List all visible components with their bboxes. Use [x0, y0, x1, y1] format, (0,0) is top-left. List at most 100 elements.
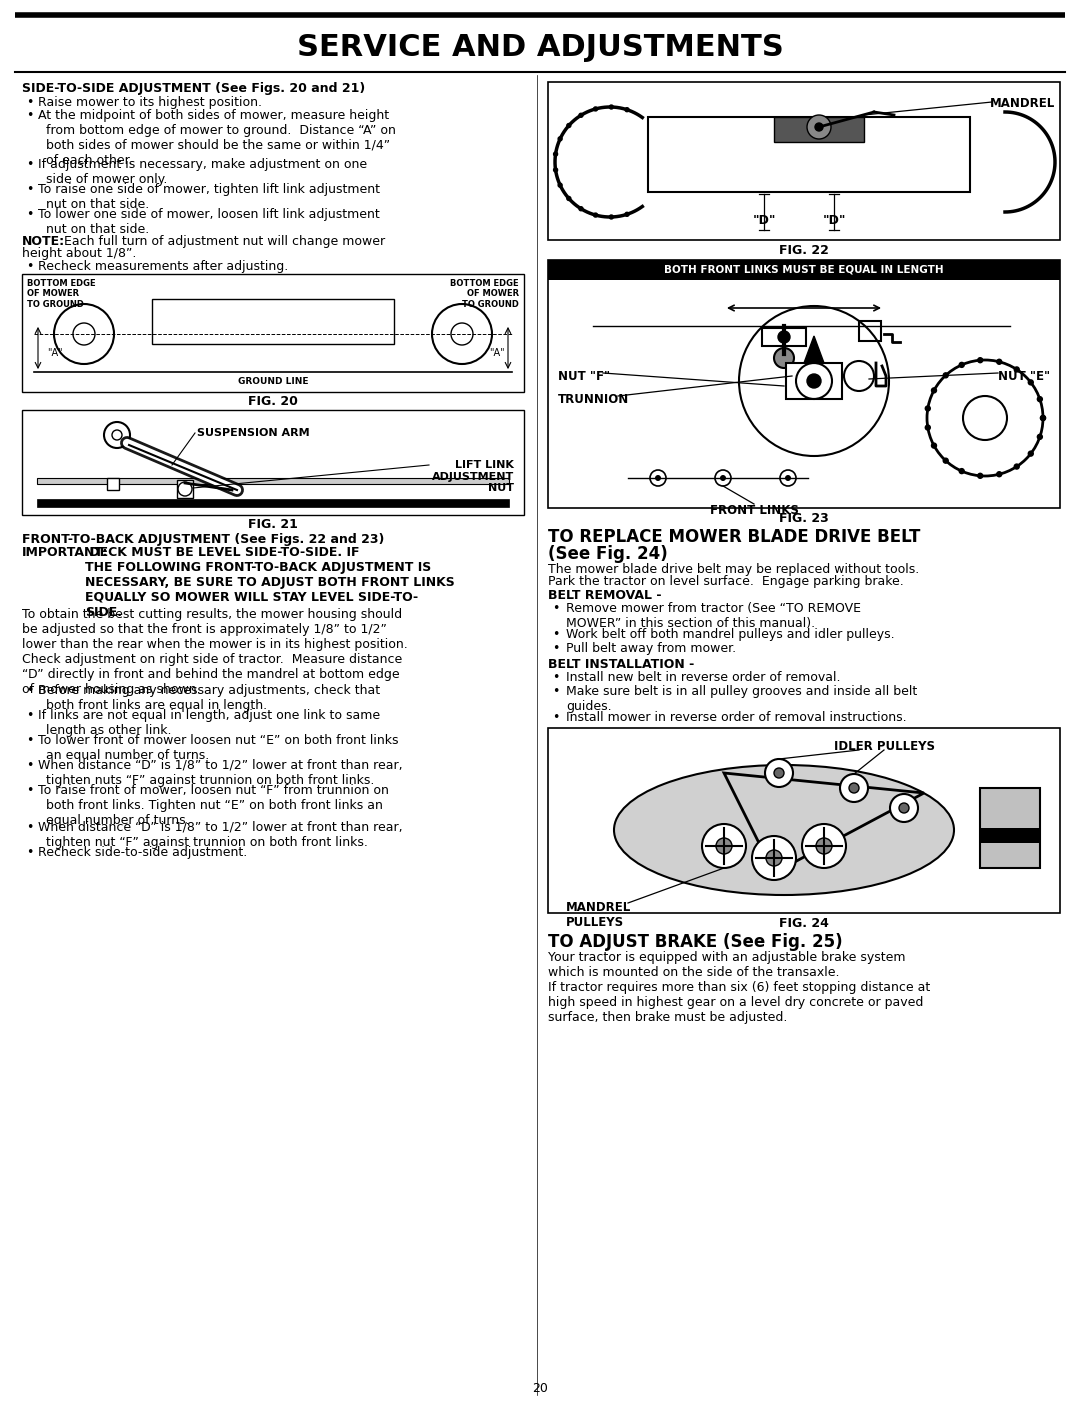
Text: To lower front of mower loosen nut “E” on both front links
  an equal number of : To lower front of mower loosen nut “E” o… [38, 735, 399, 763]
Text: To raise front of mower, loosen nut “F” from trunnion on
  both front links. Tig: To raise front of mower, loosen nut “F” … [38, 784, 389, 827]
Text: Install mower in reverse order of removal instructions.: Install mower in reverse order of remova… [566, 711, 906, 723]
Text: The mower blade drive belt may be replaced without tools.: The mower blade drive belt may be replac… [548, 564, 919, 576]
Circle shape [579, 206, 583, 210]
Text: BELT INSTALLATION -: BELT INSTALLATION - [548, 658, 694, 672]
Text: TRUNNION: TRUNNION [558, 393, 630, 407]
Circle shape [977, 358, 983, 363]
Text: FIG. 20: FIG. 20 [248, 395, 298, 408]
Text: To lower one side of mower, loosen lift link adjustment
  nut on that side.: To lower one side of mower, loosen lift … [38, 207, 380, 236]
Bar [980, 788, 1040, 868]
Text: FIG. 23: FIG. 23 [779, 512, 828, 524]
Text: FRONT-TO-BACK ADJUSTMENT (See Figs. 22 and 23): FRONT-TO-BACK ADJUSTMENT (See Figs. 22 a… [22, 533, 384, 545]
Bar [548, 259, 1059, 508]
Text: "A": "A" [48, 348, 63, 358]
Bar [786, 363, 842, 400]
Text: DECK MUST BE LEVEL SIDE-TO-SIDE. IF
THE FOLLOWING FRONT-TO-BACK ADJUSTMENT IS
NE: DECK MUST BE LEVEL SIDE-TO-SIDE. IF THE … [85, 545, 455, 620]
Circle shape [997, 471, 1002, 477]
Text: Make sure belt is in all pulley grooves and inside all belt
guides.: Make sure belt is in all pulley grooves … [566, 686, 917, 714]
Bar [859, 321, 881, 341]
Circle shape [943, 373, 948, 377]
Circle shape [926, 407, 930, 411]
Bar [177, 479, 193, 498]
Text: •: • [552, 672, 559, 684]
Text: •: • [26, 207, 33, 222]
Circle shape [567, 123, 571, 128]
Text: Park the tractor on level surface.  Engage parking brake.: Park the tractor on level surface. Engag… [548, 575, 904, 587]
Text: Pull belt away from mower.: Pull belt away from mower. [566, 642, 737, 655]
Bar [548, 728, 1059, 913]
Circle shape [594, 107, 597, 111]
Text: (See Fig. 24): (See Fig. 24) [548, 545, 667, 564]
Circle shape [594, 213, 597, 217]
Bar [37, 499, 509, 508]
Circle shape [554, 168, 557, 172]
Text: 20: 20 [532, 1381, 548, 1395]
Text: BOTTOM EDGE
OF MOWER
TO GROUND: BOTTOM EDGE OF MOWER TO GROUND [450, 279, 519, 308]
Text: FIG. 24: FIG. 24 [779, 917, 829, 930]
Circle shape [890, 794, 918, 822]
Circle shape [558, 137, 562, 140]
Text: Raise mower to its highest position.: Raise mower to its highest position. [38, 95, 262, 109]
Circle shape [899, 803, 909, 813]
Text: TO REPLACE MOWER BLADE DRIVE BELT: TO REPLACE MOWER BLADE DRIVE BELT [548, 529, 920, 545]
Text: Install new belt in reverse order of removal.: Install new belt in reverse order of rem… [566, 672, 840, 684]
Circle shape [926, 425, 930, 430]
Circle shape [765, 758, 793, 787]
Text: •: • [26, 109, 33, 122]
Text: SERVICE AND ADJUSTMENTS: SERVICE AND ADJUSTMENTS [297, 34, 783, 63]
Text: Remove mower from tractor (See “TO REMOVE
MOWER” in this section of this manual): Remove mower from tractor (See “TO REMOV… [566, 601, 861, 629]
Circle shape [959, 468, 964, 474]
Text: •: • [26, 184, 33, 196]
Text: When distance “D” is 1/8” to 1/2” lower at front than rear,
  tighten nut “F” ag: When distance “D” is 1/8” to 1/2” lower … [38, 822, 403, 850]
Circle shape [609, 215, 613, 219]
Text: MANDREL: MANDREL [989, 97, 1055, 109]
Text: •: • [552, 601, 559, 615]
Ellipse shape [615, 765, 954, 894]
Text: •: • [26, 845, 33, 859]
Text: At the midpoint of both sides of mower, measure height
  from bottom edge of mow: At the midpoint of both sides of mower, … [38, 109, 396, 167]
Text: BOTH FRONT LINKS MUST BE EQUAL IN LENGTH: BOTH FRONT LINKS MUST BE EQUAL IN LENGTH [664, 265, 944, 275]
Circle shape [785, 475, 791, 481]
Bar [37, 478, 509, 484]
Text: •: • [552, 628, 559, 641]
Circle shape [774, 768, 784, 778]
Text: •: • [26, 684, 33, 697]
Text: FIG. 22: FIG. 22 [779, 244, 829, 257]
Circle shape [816, 838, 832, 854]
Circle shape [849, 782, 859, 794]
Text: "D": "D" [822, 215, 846, 227]
Bar [107, 478, 119, 491]
Circle shape [766, 850, 782, 866]
Circle shape [625, 212, 629, 216]
Circle shape [802, 824, 846, 868]
Bar [774, 116, 864, 142]
Circle shape [774, 348, 794, 367]
Bar [762, 328, 806, 346]
Text: BOTTOM EDGE
OF MOWER
TO GROUND: BOTTOM EDGE OF MOWER TO GROUND [27, 279, 96, 308]
Bar [648, 116, 970, 192]
Text: •: • [26, 822, 33, 834]
Text: Your tractor is equipped with an adjustable brake system
which is mounted on the: Your tractor is equipped with an adjusta… [548, 951, 905, 979]
Text: •: • [26, 784, 33, 796]
Bar [548, 259, 1059, 280]
Circle shape [1028, 451, 1034, 456]
Circle shape [807, 115, 831, 139]
Text: LIFT LINK
ADJUSTMENT
NUT: LIFT LINK ADJUSTMENT NUT [432, 460, 514, 494]
Circle shape [931, 443, 936, 449]
Text: NUT "F": NUT "F" [558, 370, 610, 383]
Text: NUT "E": NUT "E" [998, 370, 1050, 383]
Text: Recheck side-to-side adjustment.: Recheck side-to-side adjustment. [38, 845, 247, 859]
Text: "D": "D" [753, 215, 775, 227]
Text: If tractor requires more than six (6) feet stopping distance at
high speed in hi: If tractor requires more than six (6) fe… [548, 981, 930, 1023]
Text: GROUND LINE: GROUND LINE [238, 377, 308, 386]
Bar [152, 299, 394, 343]
Text: SIDE-TO-SIDE ADJUSTMENT (See Figs. 20 and 21): SIDE-TO-SIDE ADJUSTMENT (See Figs. 20 an… [22, 81, 365, 95]
Text: •: • [26, 158, 33, 171]
Circle shape [720, 475, 726, 481]
Text: If adjustment is necessary, make adjustment on one
  side of mower only.: If adjustment is necessary, make adjustm… [38, 158, 367, 186]
Circle shape [1038, 435, 1042, 439]
Circle shape [554, 151, 557, 156]
Circle shape [558, 184, 562, 188]
Text: To obtain the best cutting results, the mower housing should
be adjusted so that: To obtain the best cutting results, the … [22, 608, 408, 695]
Text: •: • [26, 259, 33, 273]
